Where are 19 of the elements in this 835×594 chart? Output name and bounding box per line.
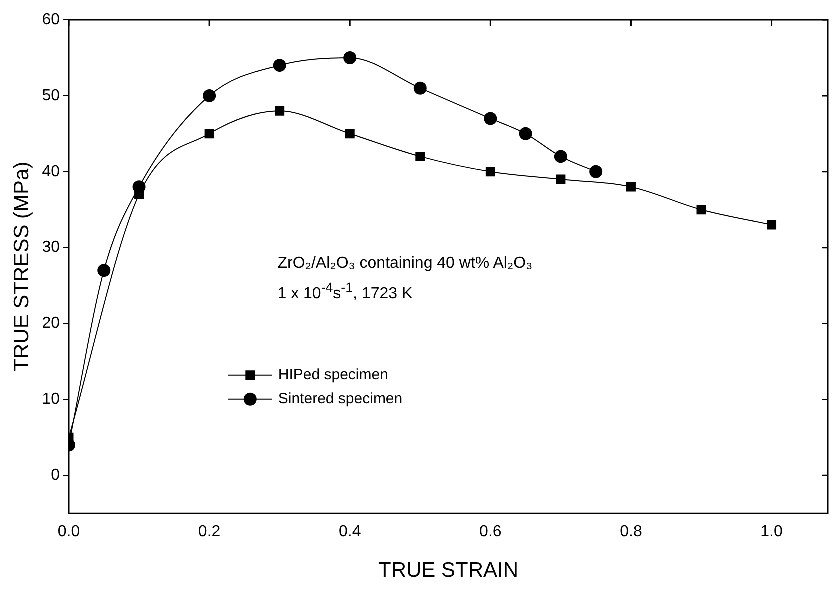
y-tick-label: 60	[42, 11, 60, 28]
y-tick-label: 0	[51, 467, 60, 484]
x-tick-label: 0.4	[338, 524, 362, 541]
y-tick-label: 10	[42, 391, 60, 408]
y-tick-label: 50	[42, 87, 60, 104]
y-tick-label: 20	[42, 315, 60, 332]
legend-label: Sintered specimen	[278, 390, 403, 408]
legend-label: HIPed specimen	[278, 366, 388, 384]
x-tick-label: 0.0	[58, 524, 80, 541]
x-tick-label: 1.0	[760, 524, 783, 541]
x-tick-label: 0.8	[620, 524, 642, 541]
y-axis-title: TRUE STRESS (MPa)	[10, 162, 34, 372]
y-tick-label: 40	[42, 163, 60, 180]
annotation: ZrO₂/Al₂O₃ containing 40 wt% Al₂O₃	[278, 254, 533, 274]
y-tick-label: 30	[42, 239, 60, 256]
x-tick-label: 0.6	[480, 524, 502, 541]
annotation: 1 x 10$^{-4}$s$^{-1}$, 1723 K	[278, 278, 414, 304]
x-axis-title: TRUE STRAIN	[378, 559, 519, 582]
x-tick-label: 0.2	[198, 524, 221, 541]
